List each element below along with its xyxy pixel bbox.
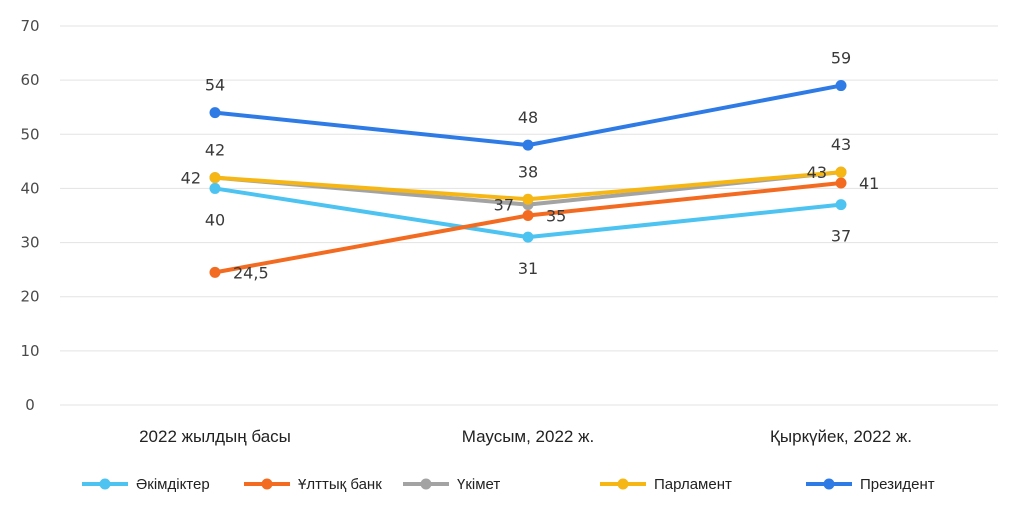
y-axis-ticks: 0 10 20 30 40 50 60 70 bbox=[20, 17, 39, 414]
data-label: 43 bbox=[831, 135, 851, 154]
x-axis-categories: 2022 жылдың басы Маусым, 2022 ж. Қыркүйек,… bbox=[139, 427, 912, 446]
data-point bbox=[835, 199, 847, 211]
legend-swatch-marker bbox=[99, 478, 111, 490]
data-label: 37 bbox=[494, 196, 514, 215]
data-point bbox=[835, 80, 847, 92]
series-2 bbox=[209, 177, 847, 278]
data-point bbox=[835, 177, 847, 189]
data-label: 24,5 bbox=[233, 263, 269, 282]
y-tick-label: 40 bbox=[20, 179, 39, 197]
data-point bbox=[209, 182, 221, 194]
data-point bbox=[522, 210, 534, 221]
legend-label: Ұлттық банк bbox=[298, 476, 382, 493]
legend-swatch-marker bbox=[261, 478, 273, 490]
data-label: 42 bbox=[205, 141, 225, 160]
data-point bbox=[522, 139, 534, 151]
x-category-label: 2022 жылдың басы bbox=[139, 427, 291, 446]
data-label: 41 bbox=[859, 174, 879, 193]
data-point bbox=[835, 166, 847, 178]
legend-label: Парламент bbox=[654, 476, 732, 493]
legend-swatch-marker bbox=[823, 478, 835, 490]
data-label: 31 bbox=[518, 259, 538, 278]
data-point bbox=[209, 107, 221, 119]
legend-label: Президент bbox=[860, 476, 935, 493]
series-4 bbox=[209, 166, 847, 205]
legend-label: Әкімдіктер bbox=[136, 476, 210, 493]
y-tick-label: 20 bbox=[20, 288, 39, 306]
y-tick-label: 10 bbox=[20, 342, 39, 360]
legend-item: Президент bbox=[806, 476, 935, 493]
legend-item: Парламент bbox=[600, 476, 732, 493]
y-tick-label: 30 bbox=[20, 234, 39, 252]
y-tick-label: 0 bbox=[25, 396, 35, 414]
data-label: 42 bbox=[181, 169, 201, 188]
legend-item: Үкімет bbox=[403, 476, 500, 493]
data-point bbox=[522, 231, 534, 243]
legend-item: Ұлттық банк bbox=[244, 476, 382, 493]
x-category-label: Маусым, 2022 ж. bbox=[462, 427, 594, 446]
data-label: 43 bbox=[807, 163, 827, 182]
legend-label: Үкімет bbox=[457, 476, 500, 493]
legend-swatch-marker bbox=[420, 478, 432, 490]
data-label: 54 bbox=[205, 76, 225, 95]
legend-item: Әкімдіктер bbox=[82, 476, 210, 493]
x-category-label: Қыркүйек, 2022 ж. bbox=[770, 427, 912, 446]
series-lines bbox=[209, 80, 847, 278]
data-point bbox=[209, 172, 221, 184]
legend-swatch-marker bbox=[617, 478, 629, 490]
legend: Әкімдіктер Ұлттық банк Үкімет Парламент През… bbox=[82, 476, 935, 493]
data-point bbox=[209, 266, 221, 278]
data-labels: 40 31 37 24,5 35 41 42 37 43 42 38 43 54 48 59 bbox=[181, 49, 880, 283]
data-label: 38 bbox=[518, 162, 538, 181]
y-tick-label: 50 bbox=[20, 125, 39, 143]
data-label: 37 bbox=[831, 227, 851, 246]
series-5 bbox=[209, 80, 847, 151]
y-tick-label: 60 bbox=[20, 71, 39, 89]
data-point bbox=[522, 193, 534, 205]
data-label: 35 bbox=[546, 207, 566, 226]
data-label: 40 bbox=[205, 210, 225, 229]
data-label: 59 bbox=[831, 49, 851, 68]
series-1 bbox=[209, 182, 847, 243]
data-label: 48 bbox=[518, 108, 538, 127]
y-tick-label: 70 bbox=[20, 17, 39, 35]
